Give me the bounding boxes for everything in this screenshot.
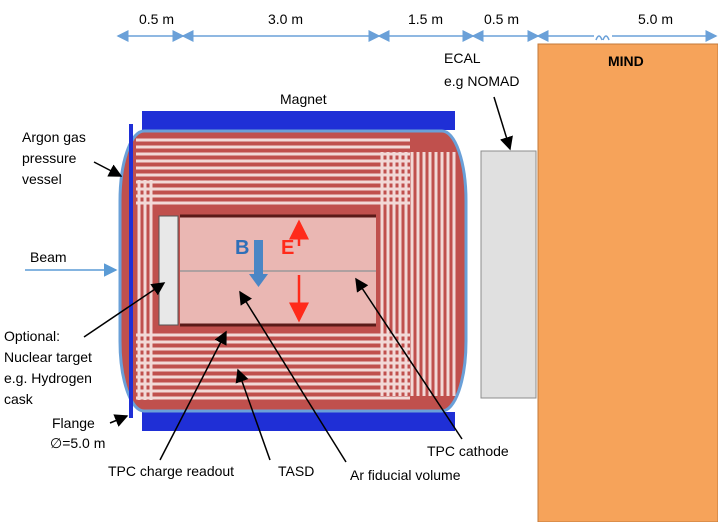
ecal-block: [481, 151, 536, 398]
dim-label-4: 0.5 m: [484, 11, 519, 27]
dim-label-1: 0.5 m: [139, 11, 174, 27]
dim-label-5: 5.0 m: [638, 11, 673, 27]
flange-pointer: [110, 416, 127, 423]
ecal-label-line1: ECAL: [444, 50, 481, 66]
flange-label-line1: Flange: [52, 415, 95, 431]
ecal-label-line2: e.g NOMAD: [444, 73, 519, 89]
dim-label-3: 1.5 m: [408, 11, 443, 27]
magnet-bottom: [142, 412, 455, 431]
magnet-label: Magnet: [280, 91, 327, 107]
tpc-readout-label: TPC charge readout: [108, 463, 234, 479]
e-field-label: E: [281, 237, 294, 259]
mind-label: MIND: [608, 53, 644, 69]
argon-label-line3: vessel: [22, 171, 62, 187]
flange-label-line2: ∅=5.0 m: [50, 435, 105, 451]
magnet-top: [142, 111, 455, 130]
argon-label-line2: pressure: [22, 150, 77, 166]
nuclear-target: [159, 216, 178, 325]
tasd-label: TASD: [278, 463, 314, 479]
b-field-label: B: [235, 237, 249, 259]
optional-label-line1: Optional:: [4, 328, 60, 344]
mind-block: [538, 44, 718, 522]
ecal-pointer: [494, 97, 510, 149]
argon-pointer: [94, 162, 121, 176]
ar-fiducial-label: Ar fiducial volume: [350, 467, 461, 483]
optional-label-line4: cask: [4, 391, 34, 407]
beam-label: Beam: [30, 249, 67, 265]
dim-label-2: 3.0 m: [268, 11, 303, 27]
dimension-arrows: [118, 36, 716, 40]
argon-label-line1: Argon gas: [22, 129, 86, 145]
tpc: [180, 216, 376, 325]
optional-label-line2: Nuclear target: [4, 349, 92, 365]
tpc-cathode-label: TPC cathode: [427, 443, 509, 459]
optional-label-line3: e.g. Hydrogen: [4, 370, 92, 386]
flange: [129, 124, 133, 418]
